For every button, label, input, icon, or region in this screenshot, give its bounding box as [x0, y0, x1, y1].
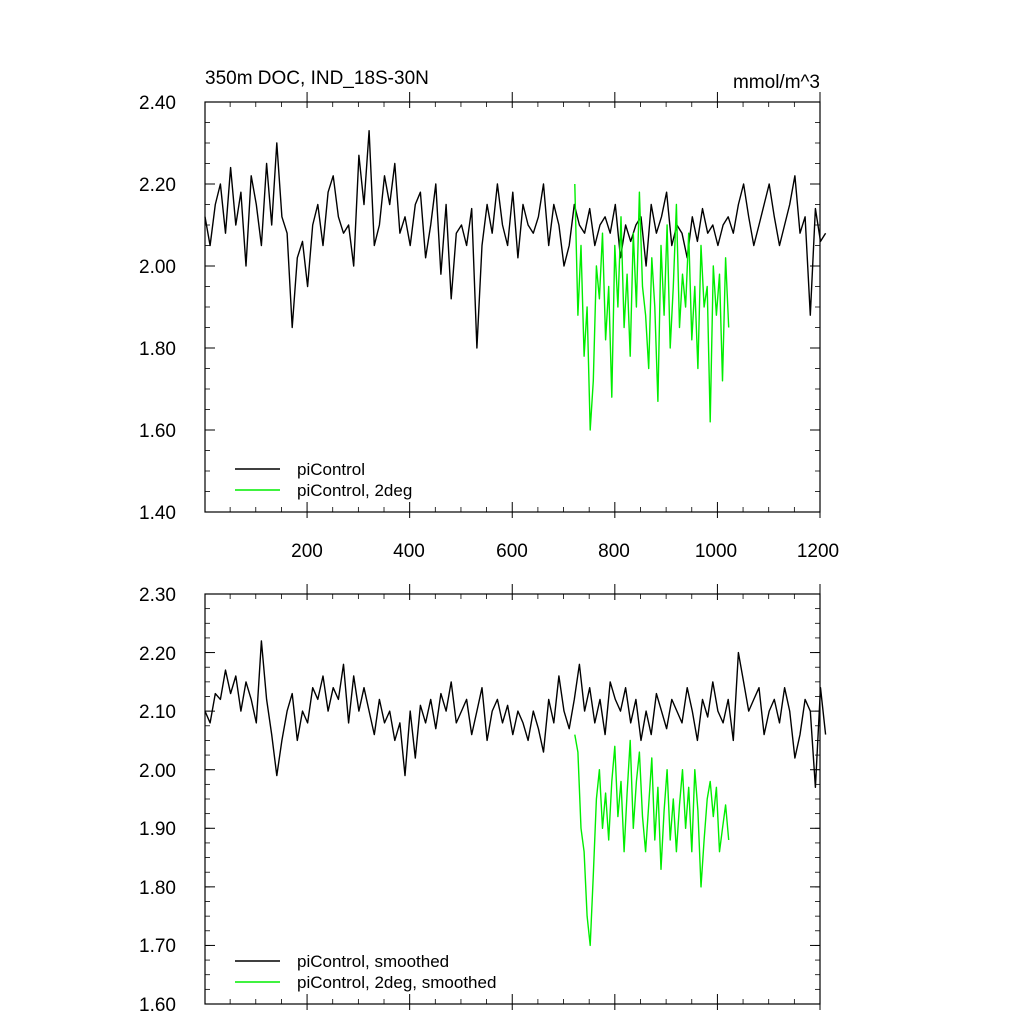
bottom-series-picontrol-smoothed — [204, 640, 827, 788]
top-series-lines — [204, 129, 827, 431]
bottom-minor-ticks — [205, 593, 820, 1005]
bottom-y-tick-label: 1.90 — [139, 819, 176, 840]
top-x-tick-label: 400 — [393, 541, 425, 562]
top-x-tick-label: 800 — [598, 541, 630, 562]
top-chart-units: mmol/m^3 — [733, 72, 820, 93]
top-x-tick-label: 600 — [496, 541, 528, 562]
top-y-tick-label: 1.80 — [139, 339, 176, 360]
bottom-y-tick-label: 2.20 — [139, 644, 176, 665]
bottom-chart-panel: 1.60 1.70 1.80 1.90 2.00 2.10 2.20 2.30 … — [139, 584, 827, 1016]
top-y-tick-label: 1.60 — [139, 421, 176, 442]
bottom-y-ticks — [205, 593, 820, 1005]
bottom-plot-frame — [204, 593, 821, 1005]
top-y-ticks — [205, 101, 820, 513]
legend-label-picontrol-smoothed: piControl, smoothed — [297, 952, 449, 971]
bottom-y-tick-label: 1.80 — [139, 878, 176, 899]
top-x-tick-label: 1200 — [797, 541, 839, 562]
top-x-tick-label: 200 — [291, 541, 323, 562]
bottom-y-tick-label: 2.10 — [139, 702, 176, 723]
top-y-tick-label: 2.00 — [139, 257, 176, 278]
bottom-y-tick-label: 1.60 — [139, 995, 176, 1016]
top-legend: piControl piControl, 2deg — [235, 460, 412, 500]
legend-label-picontrol: piControl — [297, 460, 365, 479]
bottom-x-ticks — [306, 584, 821, 1010]
bottom-y-tick-label: 2.00 — [139, 761, 176, 782]
top-series-picontrol-2deg — [574, 183, 730, 431]
legend-label-picontrol-2deg-smoothed: piControl, 2deg, smoothed — [297, 973, 496, 992]
top-series-picontrol — [204, 129, 827, 349]
top-y-tick-label: 1.40 — [139, 503, 176, 524]
legend-label-picontrol-2deg: piControl, 2deg — [297, 481, 412, 500]
bottom-legend: piControl, smoothed piControl, 2deg, smo… — [235, 952, 496, 992]
bottom-series-lines — [204, 640, 827, 947]
top-y-tick-label: 2.40 — [139, 93, 176, 114]
top-chart-title: 350m DOC, IND_18S-30N — [205, 68, 429, 89]
top-y-tick-label: 2.20 — [139, 175, 176, 196]
bottom-y-tick-label: 1.70 — [139, 936, 176, 957]
bottom-series-picontrol-2deg-smoothed — [574, 734, 730, 947]
bottom-y-tick-label: 2.30 — [139, 585, 176, 606]
top-chart-panel: 350m DOC, IND_18S-30N mmol/m^3 1.40 1.60… — [139, 68, 839, 562]
top-x-ticks — [306, 92, 821, 518]
top-x-tick-label: 1000 — [695, 541, 737, 562]
